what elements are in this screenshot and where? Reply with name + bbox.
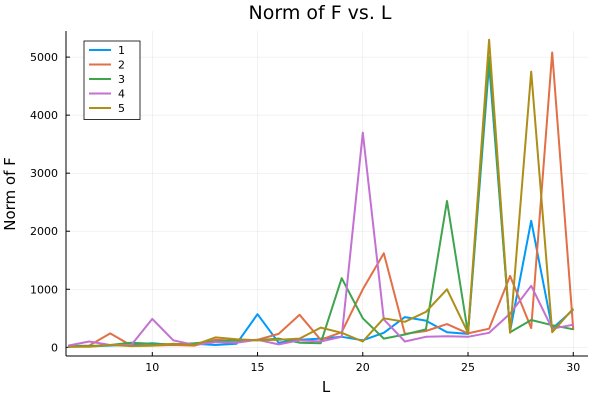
y-tick-label: 4000 <box>30 109 58 122</box>
x-tick-label: 20 <box>356 361 370 374</box>
x-axis-title: L <box>322 378 331 396</box>
series-line-2 <box>68 51 575 348</box>
series-lines <box>67 38 575 348</box>
x-tick-label: 30 <box>566 361 580 374</box>
axes <box>65 31 588 357</box>
legend-label-3: 3 <box>118 73 125 86</box>
legend-label-5: 5 <box>118 102 125 115</box>
x-tick-label: 15 <box>251 361 265 374</box>
legend-box <box>83 40 141 120</box>
series-line-4 <box>67 131 574 347</box>
y-tick-label: 0 <box>51 341 58 354</box>
legend: 1 23 45 <box>83 40 141 120</box>
y-tick-label: 2000 <box>30 225 58 238</box>
series-line-1 <box>68 63 574 348</box>
x-tick-label: 25 <box>461 361 475 374</box>
legend-label-1: 1 <box>118 44 125 57</box>
grid <box>66 31 588 356</box>
legend-label-4: 4 <box>118 88 125 101</box>
y-tick-label: 5000 <box>30 51 58 64</box>
chart-title: Norm of F vs. L <box>249 2 392 24</box>
series-line-5 <box>68 38 575 348</box>
y-axis-title: Norm of F <box>1 157 19 231</box>
legend-label-2: 2 <box>118 59 125 72</box>
series-line-3 <box>68 56 574 348</box>
y-tick-label: 3000 <box>30 167 58 180</box>
x-tick-label: 10 <box>145 361 159 374</box>
y-tick-label: 1000 <box>30 283 58 296</box>
